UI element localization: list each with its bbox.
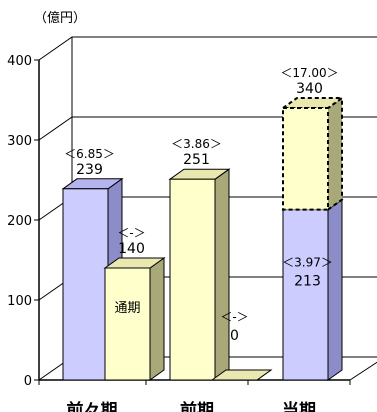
bracket-label: ＜-＞ (220, 310, 248, 324)
y-tick-label: 0 (24, 374, 32, 389)
x-tick-label: 当期 (282, 400, 316, 412)
bar (282, 209, 329, 381)
floor-right-edge (349, 361, 377, 381)
bracket-label: ＜-＞ (117, 226, 145, 240)
bar-side (214, 168, 230, 381)
value-label: 213 (294, 274, 321, 290)
bar (169, 178, 216, 381)
bar (104, 267, 151, 381)
bar-side (327, 198, 343, 381)
value-label: 340 (296, 81, 323, 97)
y-tick-label: 400 (7, 54, 32, 69)
x-tick-label: 前期 (180, 400, 214, 412)
bracket-label: ＜6.85＞ (64, 147, 115, 161)
bar (62, 188, 109, 381)
bracket-label: ＜3.97＞ (282, 256, 333, 270)
value-label: 140 (118, 241, 145, 257)
bracket-label: ＜17.00＞ (280, 66, 338, 80)
bar-inner-label: 通期 (114, 301, 140, 316)
x-tick-label: 前々期 (67, 400, 118, 412)
value-label: 239 (76, 162, 103, 178)
value-label: 0 (230, 328, 239, 344)
gridline (38, 36, 377, 61)
bar-side (327, 96, 343, 212)
value-label: 251 (183, 152, 210, 168)
unit-label: （億円） (34, 10, 86, 26)
bar (282, 107, 329, 211)
y-tick-label: 100 (7, 294, 32, 309)
bar-side (149, 257, 165, 381)
y-tick-label: 200 (7, 214, 32, 229)
y-tick-label: 300 (7, 134, 32, 149)
bracket-label: ＜3.86＞ (171, 137, 222, 151)
